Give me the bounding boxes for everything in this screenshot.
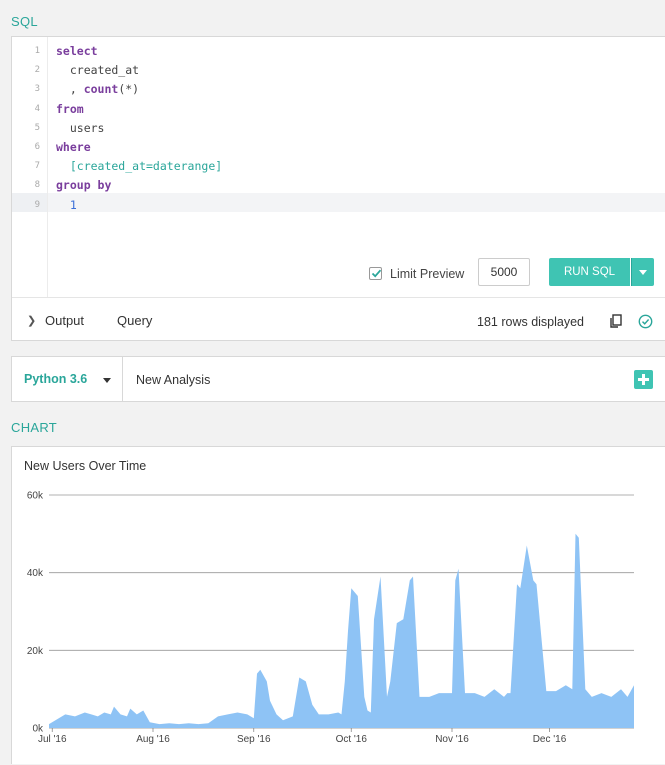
code-token: [created_at=daterange] xyxy=(56,159,223,174)
code-line: group by xyxy=(56,178,111,192)
line-number: 8 xyxy=(34,180,40,191)
code-token: count xyxy=(83,82,119,97)
limit-preview-checkbox[interactable] xyxy=(369,267,382,280)
line-number: 2 xyxy=(34,65,40,76)
code-token: , xyxy=(56,82,84,97)
success-check-icon xyxy=(638,314,653,334)
python-version-label: Python 3.6 xyxy=(24,372,88,386)
line-number: 7 xyxy=(34,161,40,172)
code-token: created_at xyxy=(56,63,140,78)
line-number: 1 xyxy=(34,46,40,56)
code-line: where xyxy=(56,140,91,154)
code-token: select xyxy=(56,44,98,58)
x-tick-label: Dec '16 xyxy=(533,734,567,745)
active-gutter-highlight xyxy=(12,193,48,212)
line-number: 3 xyxy=(34,84,40,95)
rows-displayed-count: 181 rows displayed xyxy=(477,315,585,329)
chevron-right-icon[interactable]: ❯ xyxy=(27,315,37,327)
results-bar: ❯ Output Query 181 rows displayed xyxy=(12,297,665,341)
code-token: (*) xyxy=(118,82,140,97)
x-tick-label: Sep '16 xyxy=(237,734,271,745)
code-line: , count(*) xyxy=(56,82,139,96)
x-tick-label: Nov '16 xyxy=(435,734,469,745)
code-line: 1 xyxy=(56,198,77,212)
sql-editor[interactable]: 1 2 3 4 5 6 7 8 9 select created_at , count(*) fr… xyxy=(12,37,665,297)
line-number: 6 xyxy=(34,142,40,152)
area-series xyxy=(49,533,634,728)
limit-value-input[interactable] xyxy=(478,258,530,286)
sql-panel: 1 2 3 4 5 6 7 8 9 select created_at , count(*) fr… xyxy=(11,36,665,341)
x-tick-label: Aug '16 xyxy=(136,734,170,745)
code-line: users xyxy=(56,120,105,135)
y-tick-label: 40k xyxy=(27,568,44,579)
chart-title: New Users Over Time xyxy=(24,459,147,473)
line-number-gutter: 1 2 3 4 5 6 7 8 9 xyxy=(12,37,48,297)
code-token: 1 xyxy=(56,197,77,212)
code-line: select xyxy=(56,44,98,58)
code-token: users xyxy=(56,120,105,135)
python-version-select[interactable]: Python 3.6 xyxy=(12,357,123,401)
code-token: from xyxy=(56,101,84,116)
code-line: created_at xyxy=(56,63,139,77)
chevron-down-icon xyxy=(103,378,111,383)
y-tick-label: 20k xyxy=(27,646,44,657)
code-line: from xyxy=(56,102,84,116)
y-tick-label: 0k xyxy=(32,724,44,735)
code-token: where xyxy=(56,140,91,154)
line-number: 5 xyxy=(34,122,40,133)
active-line-highlight xyxy=(12,193,665,212)
analysis-bar: Python 3.6 New Analysis xyxy=(11,356,665,402)
line-number: 4 xyxy=(34,103,40,114)
run-sql-button[interactable]: RUN SQL xyxy=(549,258,630,286)
sql-section-label: SQL xyxy=(11,14,38,29)
analysis-name[interactable]: New Analysis xyxy=(136,373,211,387)
chart-section-label: CHART xyxy=(11,420,58,435)
code-token: group by xyxy=(56,178,112,193)
chart-panel: 0k 20k 40k 60k Jul '16 Aug '16 Sep '16 Oct '16 N… xyxy=(11,446,665,764)
limit-preview-label: Limit Preview xyxy=(390,267,465,281)
line-number: 9 xyxy=(34,199,40,210)
x-tick-label: Oct '16 xyxy=(336,734,368,745)
run-options-dropdown-button[interactable] xyxy=(631,258,654,286)
add-analysis-button[interactable] xyxy=(634,370,653,389)
copy-icon[interactable] xyxy=(609,314,623,334)
chart-svg: 0k 20k 40k 60k Jul '16 Aug '16 Sep '16 Oct '16 N… xyxy=(27,491,634,745)
code-line: [created_at=daterange] xyxy=(56,159,222,173)
tab-query[interactable]: Query xyxy=(117,313,153,328)
tab-output[interactable]: Output xyxy=(45,313,85,328)
y-tick-label: 60k xyxy=(27,491,44,502)
x-tick-label: Jul '16 xyxy=(38,734,67,745)
